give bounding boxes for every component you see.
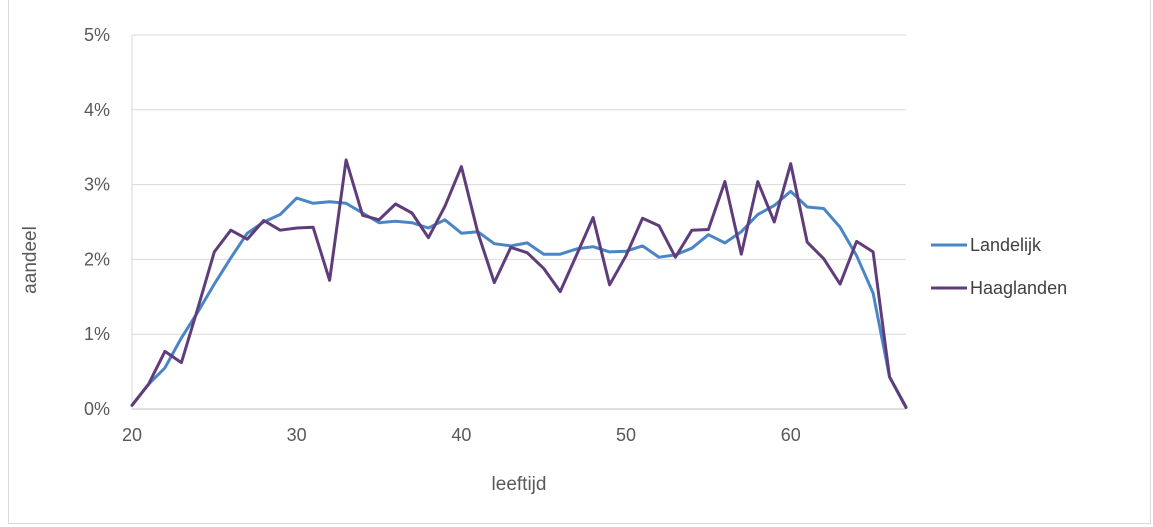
x-tick-label: 20 [122, 425, 142, 445]
tick-labels: 0% 1% 2% 3% 4% 5% 20 30 40 50 60 [84, 25, 801, 445]
axes [131, 35, 906, 410]
x-tick-label: 40 [451, 425, 471, 445]
y-tick-label: 2% [84, 249, 110, 269]
gridlines [132, 34, 906, 335]
x-tick-label: 30 [287, 425, 307, 445]
y-tick-label: 0% [84, 399, 110, 419]
y-tick-label: 1% [84, 324, 110, 344]
y-tick-label: 4% [84, 100, 110, 120]
y-axis-title: aandeel [20, 226, 41, 294]
series-line-haaglanden [130, 158, 908, 409]
legend: Landelijk Haaglanden [931, 235, 1067, 298]
y-tick-label: 5% [84, 25, 110, 45]
series-lines [130, 158, 908, 409]
y-tick-label: 3% [84, 175, 110, 195]
legend-item-landelijk: Landelijk [931, 235, 1042, 255]
x-tick-label: 60 [781, 425, 801, 445]
x-axis-title: leeftijd [492, 474, 547, 495]
series-line-landelijk [130, 189, 908, 409]
legend-item-haaglanden: Haaglanden [931, 278, 1067, 298]
x-tick-label: 50 [616, 425, 636, 445]
legend-label: Landelijk [970, 235, 1042, 255]
legend-label: Haaglanden [970, 278, 1067, 298]
